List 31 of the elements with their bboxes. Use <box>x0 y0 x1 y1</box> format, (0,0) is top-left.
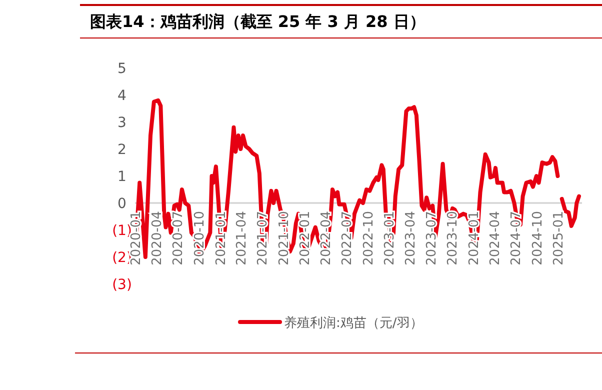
x-tick-label: 2025-01 <box>552 211 567 266</box>
x-tick-label: 2022-07 <box>340 211 356 266</box>
x-tick-label: 2022-04 <box>318 211 334 266</box>
x-tick-label: 2023-01 <box>382 211 398 266</box>
y-tick-label: 4 <box>118 88 127 104</box>
y-tick-label: 0 <box>118 196 126 212</box>
x-tick-label: 2023-07 <box>424 211 440 266</box>
x-tick-label: 2024-07 <box>509 211 524 266</box>
x-tick-label: 2020-07 <box>171 211 186 266</box>
y-tick-label: 2 <box>118 142 126 158</box>
x-tick-label: 2021-01 <box>214 211 229 266</box>
y-tick-label: (1) <box>112 223 132 239</box>
x-tick-label: 2020-01 <box>129 211 144 266</box>
x-tick-label: 2021-04 <box>234 211 250 266</box>
x-tick-label: 2021-10 <box>276 211 292 266</box>
x-tick-label: 2022-01 <box>298 211 314 266</box>
y-tick-label: (3) <box>112 277 132 293</box>
x-tick-label: 2023-04 <box>403 211 418 266</box>
x-tick-label: 2022-10 <box>361 211 376 266</box>
y-tick-label: 1 <box>118 169 126 185</box>
y-tick-label: 5 <box>118 61 126 77</box>
x-tick-label: 2021-07 <box>256 211 271 266</box>
legend-label: 养殖利润:鸡苗（元/羽） <box>284 315 423 331</box>
x-tick-label: 2024-04 <box>488 211 504 266</box>
y-tick-label: 3 <box>118 115 126 131</box>
x-tick-label: 2024-01 <box>466 211 482 266</box>
x-tick-label: 2023-10 <box>446 211 461 266</box>
x-tick-label: 2024-10 <box>530 211 546 266</box>
x-tick-label: 2020-04 <box>150 211 166 266</box>
x-tick-label: 2020-10 <box>192 211 208 266</box>
chart-title: 图表14：鸡苗利润（截至 25 年 3 月 28 日） <box>90 12 426 31</box>
